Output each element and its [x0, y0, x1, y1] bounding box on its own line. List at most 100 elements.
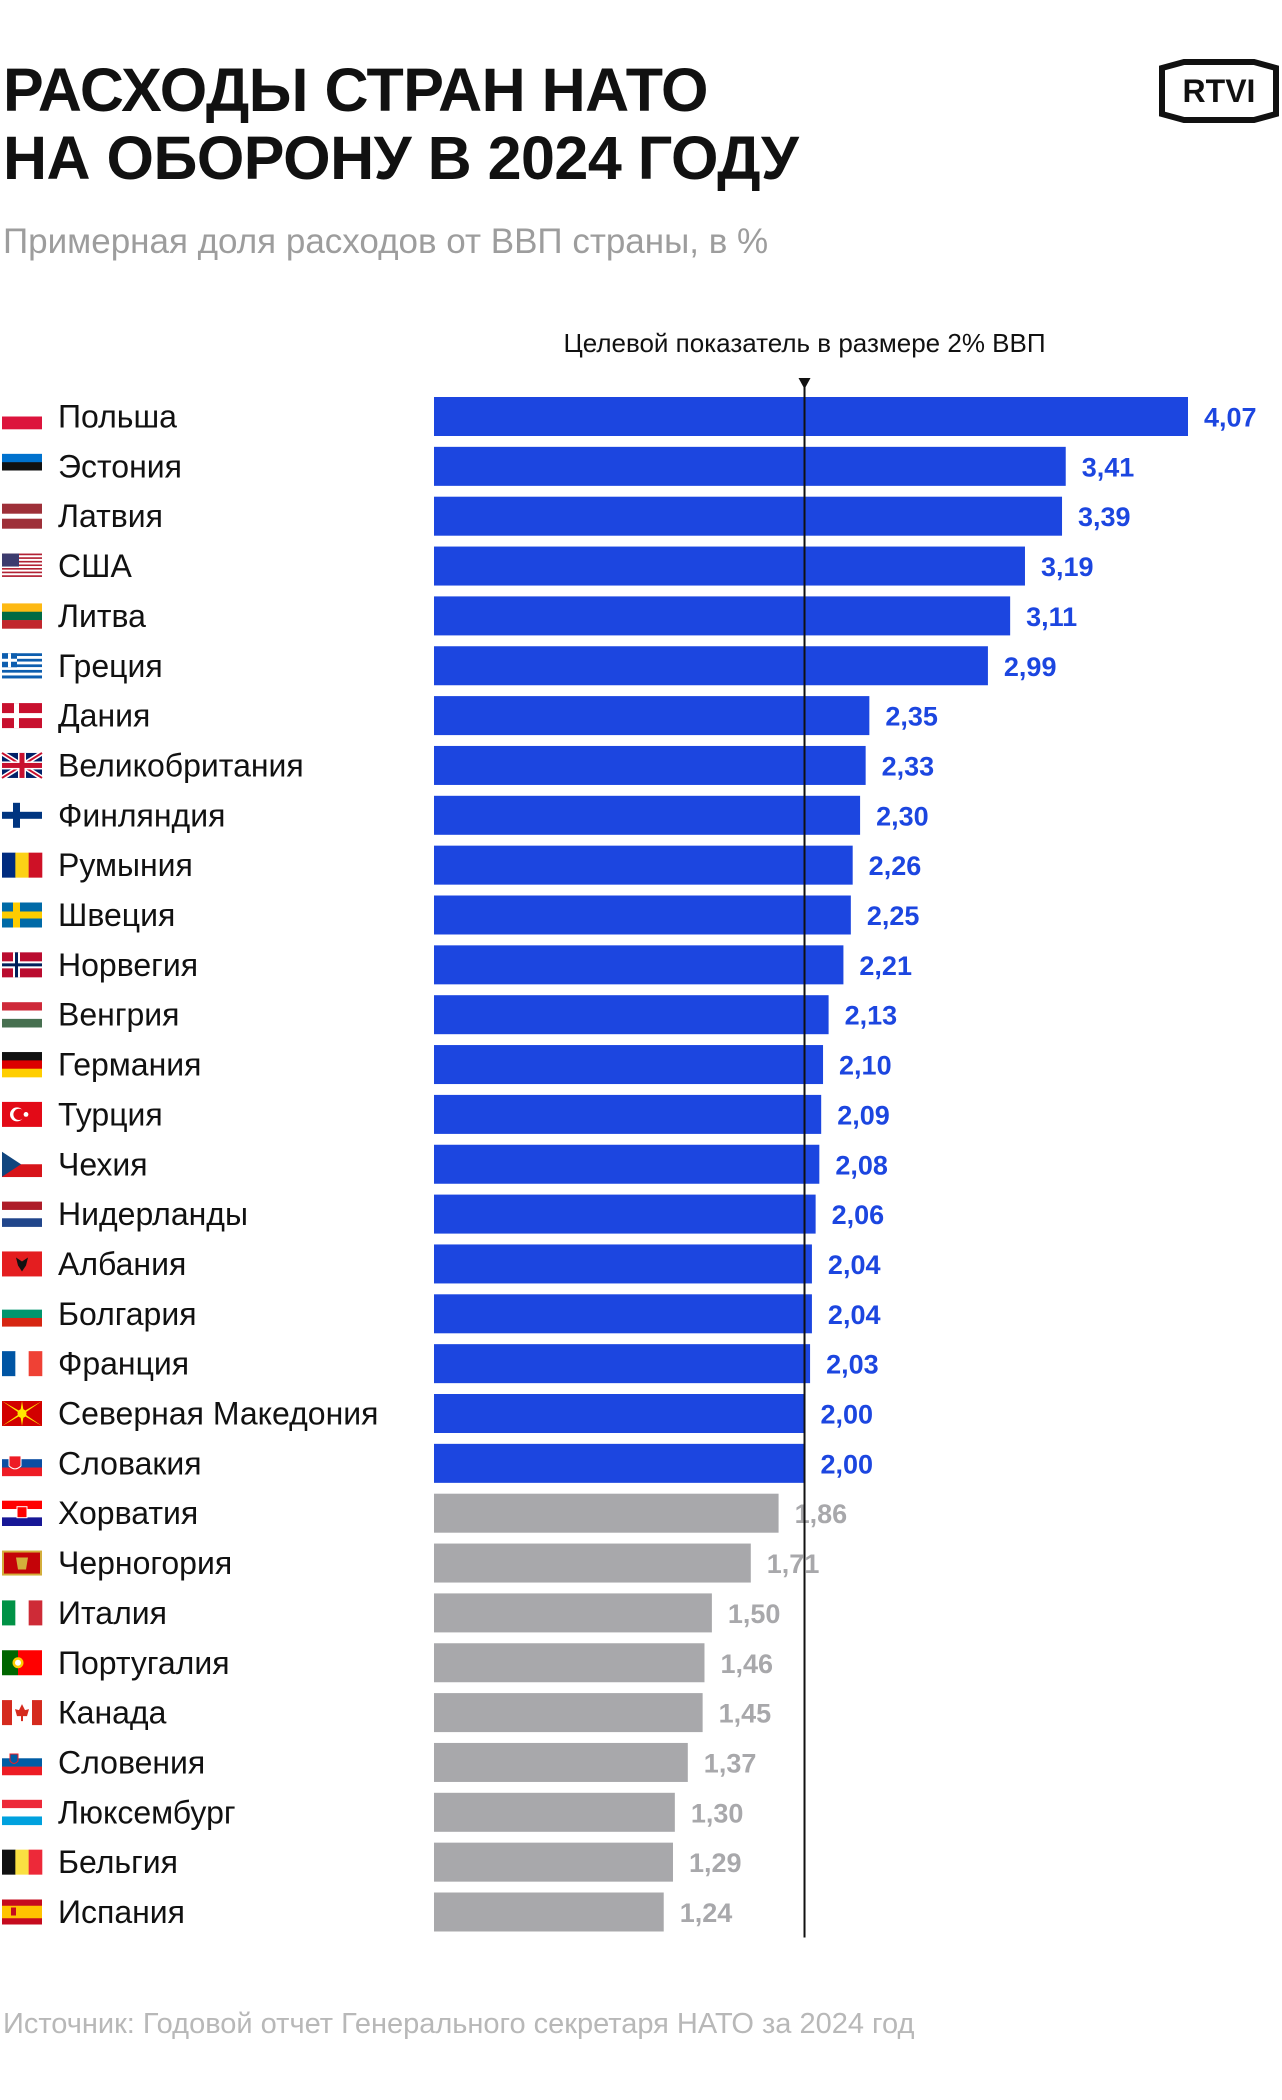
bar-9 [434, 795, 861, 835]
country-label: Турция [58, 1096, 163, 1132]
bar-value-label: 1,37 [704, 1748, 757, 1778]
bar-4 [434, 546, 1025, 586]
bar-24 [434, 1543, 751, 1583]
flag-hungary-icon [2, 1002, 42, 1028]
bar-value-label: 2,26 [869, 851, 922, 881]
title-line-2: НА ОБОРОНУ В 2024 ГОДУ [3, 124, 799, 192]
bar-26 [434, 1643, 705, 1683]
flag-finland-icon [2, 802, 42, 828]
country-label: Франция [58, 1346, 189, 1382]
country-label: Литва [58, 598, 146, 634]
bar-value-label: 2,06 [832, 1200, 885, 1230]
flag-canada-icon [2, 1700, 42, 1726]
bar-value-label: 2,09 [837, 1100, 890, 1130]
bar-18 [434, 1244, 812, 1284]
bar-14 [434, 1045, 824, 1085]
bar-16 [434, 1144, 820, 1184]
bar-value-label: 2,08 [835, 1150, 888, 1180]
flag-latvia-icon [2, 503, 42, 529]
flag-germany-icon [2, 1052, 42, 1078]
country-label: Румыния [58, 847, 193, 883]
flag-north-macedonia-icon [2, 1401, 42, 1426]
flag-netherlands-icon [2, 1201, 42, 1227]
logo-text: RTVI [1183, 73, 1256, 109]
bar-value-label: 3,11 [1026, 602, 1077, 632]
flag-croatia-icon [2, 1500, 42, 1526]
flag-usa-icon [2, 553, 42, 577]
flag-slovenia-icon [2, 1749, 42, 1776]
bar-13 [434, 995, 829, 1035]
bar-value-label: 3,39 [1078, 502, 1131, 532]
flag-czechia-icon [2, 1151, 42, 1178]
flag-montenegro-icon [2, 1550, 42, 1576]
bar-value-label: 2,00 [821, 1449, 874, 1479]
bar-value-label: 2,30 [876, 801, 929, 831]
country-label: Норвегия [58, 947, 198, 983]
country-label: Нидерланды [58, 1196, 248, 1232]
bar-value-label: 2,03 [826, 1350, 879, 1380]
bar-value-label: 3,41 [1082, 452, 1135, 482]
flag-spain-icon [2, 1899, 42, 1925]
bar-value-label: 1,46 [720, 1649, 773, 1679]
bar-value-label: 2,04 [828, 1300, 881, 1330]
flag-romania-icon [2, 852, 43, 878]
country-label: Албания [58, 1246, 186, 1282]
country-label: Венгрия [58, 997, 179, 1033]
country-label: Дания [58, 698, 150, 734]
country-label: Италия [58, 1595, 167, 1631]
flags-layer [0, 404, 44, 1925]
bar-value-label: 2,33 [882, 751, 935, 781]
flag-turkey-icon [2, 1101, 42, 1127]
bar-value-label: 2,99 [1004, 652, 1057, 682]
flag-lithuania-icon [2, 603, 42, 629]
bar-value-label: 2,13 [845, 1001, 898, 1031]
bar-value-label: 2,00 [821, 1400, 874, 1430]
bar-30 [434, 1842, 673, 1882]
bar-3 [434, 496, 1063, 536]
country-label: Польша [58, 399, 177, 435]
flag-estonia-icon [2, 453, 42, 480]
bar-25 [434, 1593, 712, 1633]
flag-uk-icon [0, 750, 44, 781]
flag-portugal-icon [2, 1650, 42, 1676]
bar-value-label: 2,04 [828, 1250, 881, 1280]
target-label: Целевой показатель в размере 2% ВВП [563, 328, 1045, 358]
country-label: Бельгия [58, 1844, 178, 1880]
target-arrow-marker [798, 378, 811, 389]
country-label: Германия [58, 1047, 201, 1083]
chart-subtitle: Примерная доля расходов от ВВП страны, в… [3, 222, 769, 261]
country-label: Великобритания [58, 747, 304, 783]
flag-italy-icon [2, 1600, 43, 1626]
country-label: Испания [58, 1894, 185, 1930]
country-label: Канада [58, 1695, 167, 1731]
bar-6 [434, 646, 988, 686]
bar-value-label: 1,29 [689, 1848, 742, 1878]
bar-value-label: 1,71 [767, 1549, 820, 1579]
bar-value-label: 4,07 [1204, 403, 1257, 433]
country-label: США [58, 548, 132, 584]
bar-value-label: 1,50 [728, 1599, 781, 1629]
bar-12 [434, 945, 844, 985]
bar-value-label: 1,86 [795, 1499, 848, 1529]
country-label: Люксембург [58, 1794, 236, 1830]
bar-8 [434, 745, 866, 785]
bar-7 [434, 696, 870, 736]
bar-22 [434, 1443, 805, 1483]
bar-28 [434, 1742, 688, 1782]
bar-23 [434, 1493, 779, 1533]
bar-10 [434, 845, 853, 885]
country-label: Латвия [58, 498, 163, 534]
flag-luxembourg-icon [2, 1799, 42, 1826]
flag-poland-icon [2, 404, 42, 430]
bar-5 [434, 596, 1011, 636]
bars-layer: 4,07 Польша 3,41 Эстония 3,39 Латвия 3,19 США 3,… [58, 397, 1257, 1932]
country-label: Финляндия [58, 797, 225, 833]
chart-title: РАСХОДЫ СТРАН НАТО НА ОБОРОНУ В 2024 ГОД… [3, 56, 1003, 192]
bar-value-label: 1,30 [691, 1798, 744, 1828]
bar-29 [434, 1792, 675, 1832]
bar-value-label: 1,45 [719, 1699, 772, 1729]
country-label: Португалия [58, 1645, 230, 1681]
bar-31 [434, 1892, 664, 1932]
bar-15 [434, 1094, 822, 1134]
